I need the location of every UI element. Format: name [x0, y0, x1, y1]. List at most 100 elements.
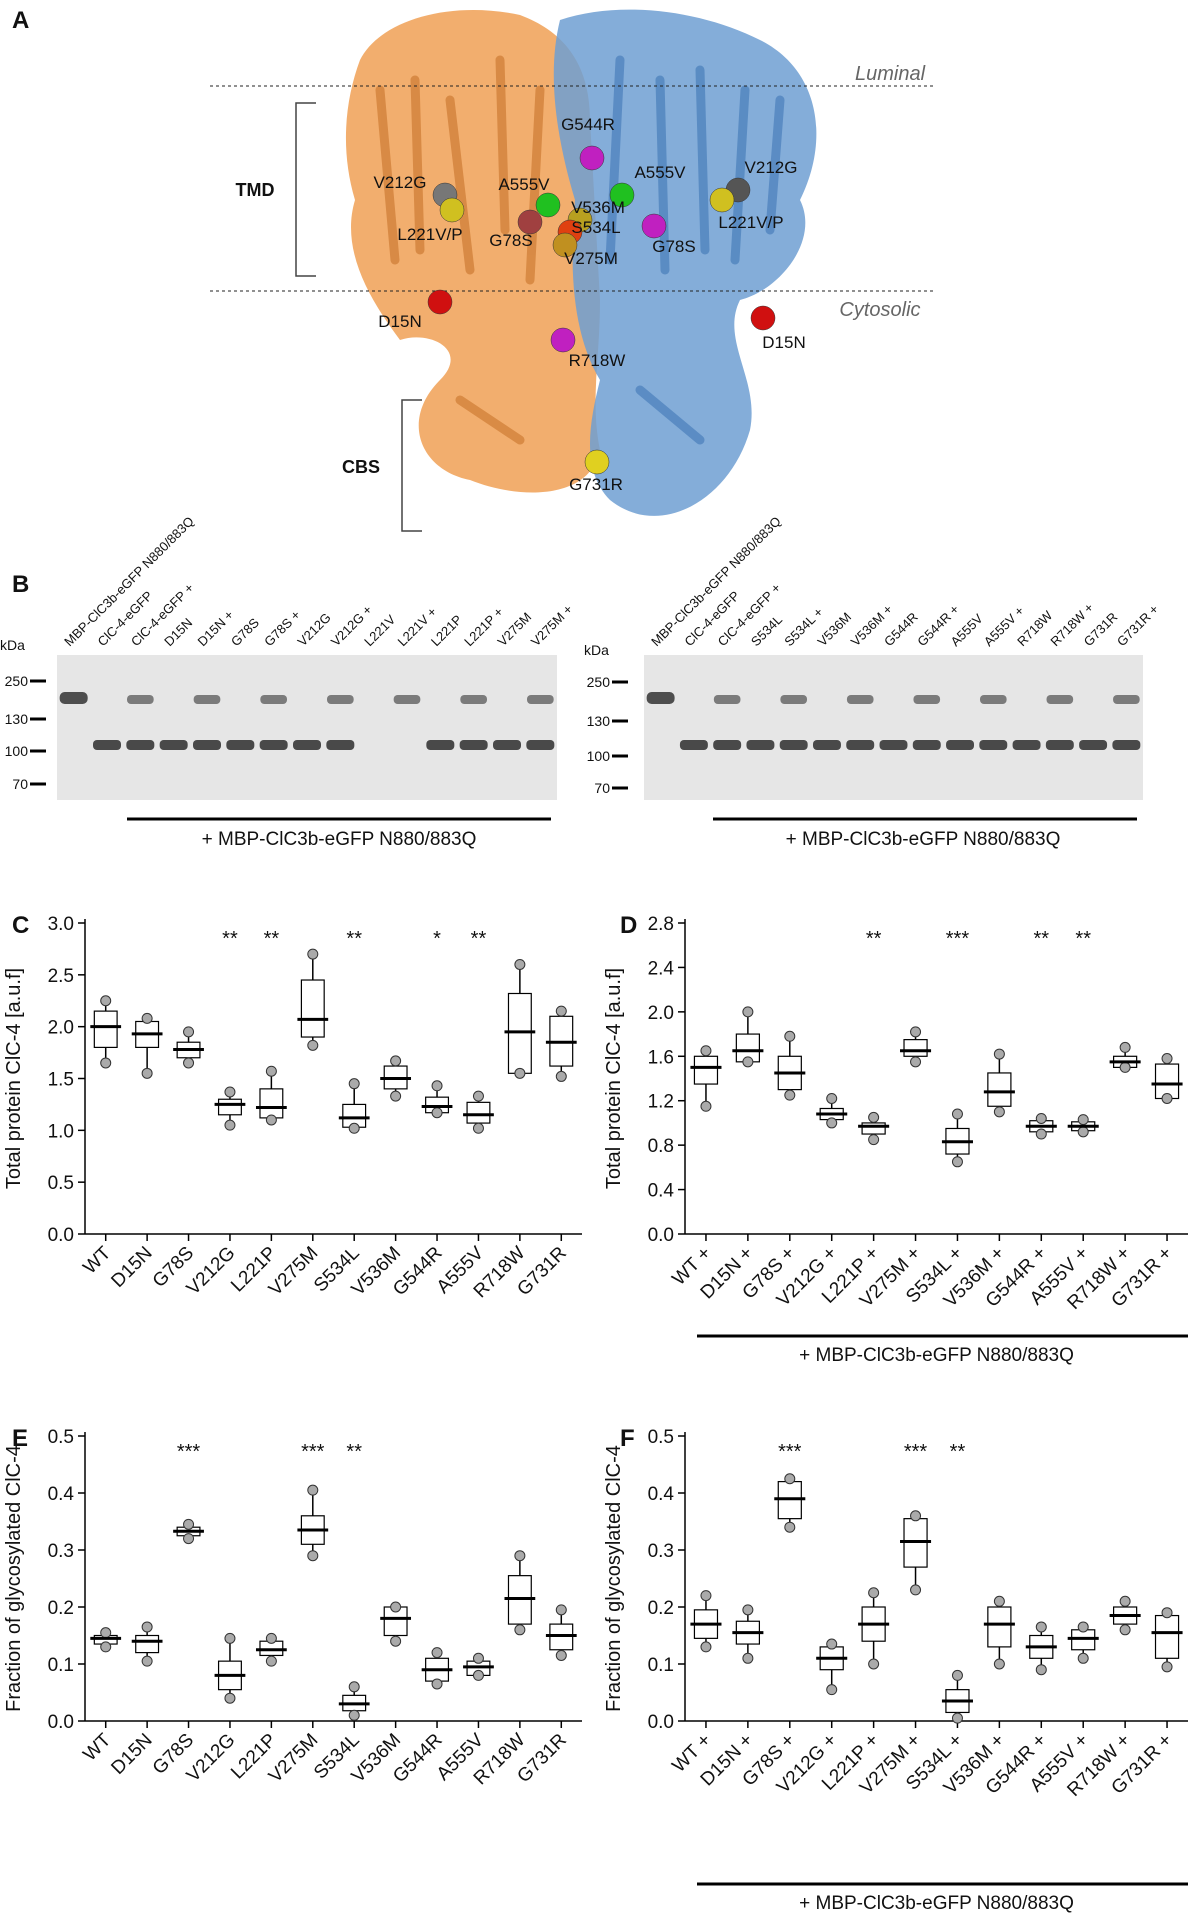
mutation-site: [579, 145, 605, 171]
box-point: [472, 1122, 484, 1134]
box-point: [431, 1107, 443, 1119]
box-point: [951, 1669, 963, 1681]
box-point: [224, 1632, 236, 1644]
significance: **: [866, 928, 882, 950]
y-tick-label: 2.5: [48, 966, 74, 987]
band: [326, 740, 355, 750]
box-point: [183, 1026, 195, 1038]
box: [987, 1606, 1012, 1648]
band: [459, 740, 488, 750]
mutation-site: [609, 182, 635, 208]
band: [1045, 740, 1074, 750]
box-point: [555, 1005, 567, 1017]
marker-label: 250: [5, 673, 29, 689]
band: [1046, 695, 1074, 704]
y-tick-label: 1.0: [48, 1121, 74, 1142]
box-point: [1077, 1652, 1089, 1664]
box-point: [472, 1669, 484, 1681]
luminal-label: Luminal: [855, 63, 926, 85]
box: [135, 1634, 160, 1654]
mutation-label: A555V: [634, 163, 686, 182]
y-tick-label: 0.0: [48, 1712, 74, 1733]
mutation-label: G78S: [489, 231, 532, 250]
band: [846, 695, 874, 704]
cbs-label: CBS: [342, 457, 380, 477]
box-point: [348, 1122, 360, 1134]
significance: *: [433, 928, 441, 950]
box-point: [700, 1590, 712, 1602]
box: [300, 979, 325, 1038]
box-point: [390, 1090, 402, 1102]
box-point: [100, 1627, 112, 1639]
band: [327, 695, 354, 704]
marker-label: 130: [587, 713, 611, 729]
band: [780, 695, 808, 704]
y-tick-label: 0.5: [48, 1173, 74, 1194]
box-point: [183, 1533, 195, 1545]
box-point: [265, 1632, 277, 1644]
y-tick-label: 0.5: [48, 1427, 74, 1448]
box-point: [1161, 1661, 1173, 1673]
y-tick-label: 0.5: [648, 1427, 674, 1448]
box-point: [514, 1067, 526, 1079]
box-point: [1035, 1128, 1047, 1140]
charts: C 0.0 0.5 1.0 1.5 2.0 2.5 3.0 Total protein ClC-…: [3, 912, 1188, 1913]
box-point: [431, 1080, 443, 1092]
tmd-bracket: [295, 102, 316, 277]
box-point: [1035, 1112, 1047, 1124]
significance: ***: [904, 1441, 928, 1463]
y-tick-label: 1.5: [48, 1070, 74, 1091]
box-point: [348, 1681, 360, 1693]
y-tick-label: 1.2: [648, 1092, 674, 1113]
mutation-label: R718W: [569, 351, 626, 370]
box-point: [826, 1117, 838, 1129]
band: [779, 740, 808, 750]
mutation-label: L221V/P: [397, 225, 462, 244]
significance: **: [1075, 928, 1091, 950]
protein-structure: [210, 9, 935, 532]
panel-label: F: [620, 1425, 635, 1452]
kda-label: kDa: [0, 637, 25, 653]
box-point: [742, 1652, 754, 1664]
mutation-site: [709, 187, 735, 213]
y-tick-label: 2.0: [48, 1018, 74, 1039]
box-point: [784, 1089, 796, 1101]
box-point: [1161, 1092, 1173, 1104]
box-point: [784, 1030, 796, 1042]
band: [93, 740, 121, 750]
mutation-site: [750, 305, 776, 331]
band: [1112, 740, 1141, 750]
box-point: [514, 958, 526, 970]
y-tick-label: 0.1: [648, 1655, 674, 1676]
box-point: [826, 1092, 838, 1104]
band: [846, 740, 875, 750]
band: [646, 692, 675, 704]
band: [1079, 740, 1108, 750]
band: [259, 740, 288, 750]
marker-label: 70: [12, 776, 28, 792]
y-tick-label: 0.0: [48, 1225, 74, 1246]
box-point: [951, 1712, 963, 1724]
box-point: [993, 1658, 1005, 1670]
cytosolic-label: Cytosolic: [839, 299, 920, 321]
y-tick-label: 2.0: [648, 1003, 674, 1024]
box: [507, 992, 532, 1074]
y-tick-label: 0.2: [48, 1598, 74, 1619]
y-tick-label: 0.2: [648, 1598, 674, 1619]
significance: **: [346, 1441, 362, 1463]
mutation-site: [584, 449, 610, 475]
box-point: [265, 1114, 277, 1126]
lane-label: D15N +: [195, 607, 237, 649]
box: [903, 1039, 928, 1057]
box-point: [307, 1484, 319, 1496]
box-point: [555, 1070, 567, 1082]
mutation-site: [550, 327, 576, 353]
box-point: [1035, 1664, 1047, 1676]
box: [217, 1098, 242, 1116]
band: [713, 695, 741, 704]
significance: **: [471, 928, 487, 950]
band: [193, 695, 221, 704]
band: [493, 740, 521, 750]
box-point: [265, 1065, 277, 1077]
